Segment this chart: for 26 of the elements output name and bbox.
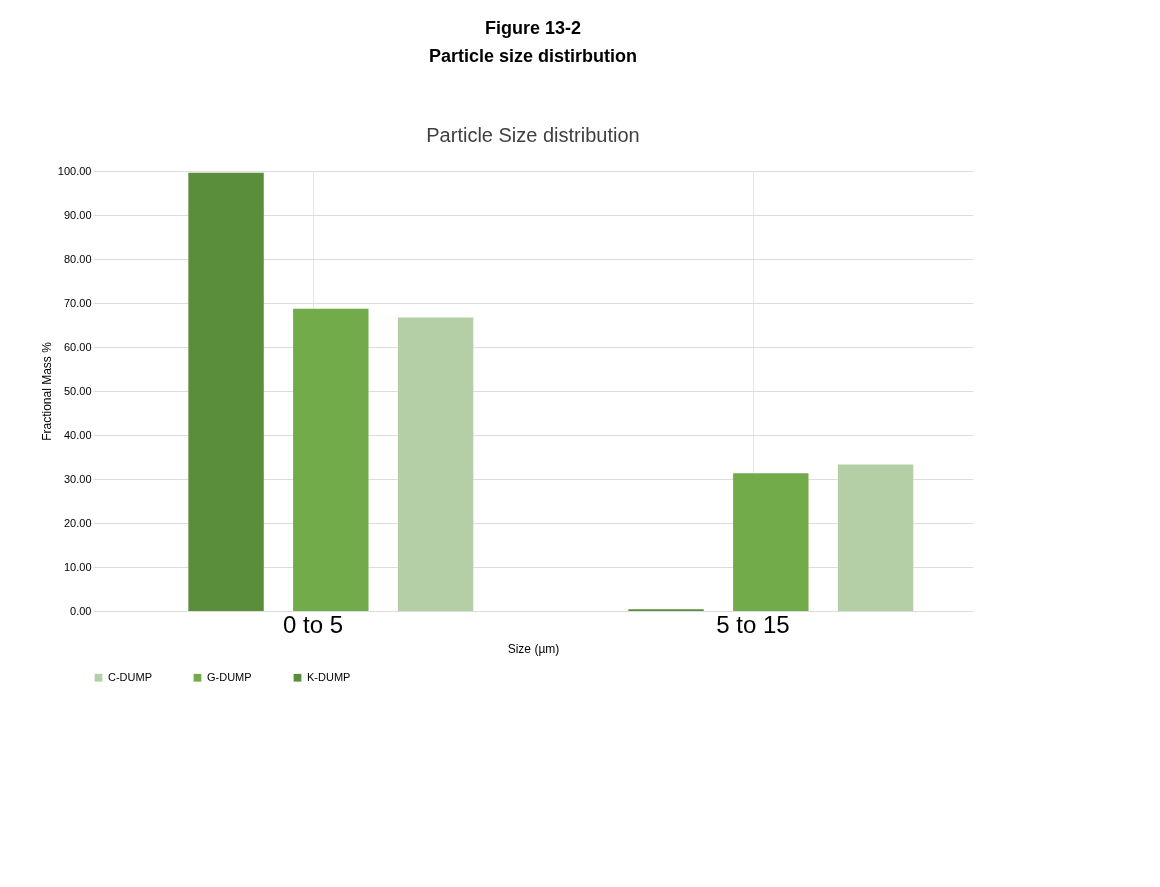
y-tick-label: 90.00 xyxy=(63,208,92,221)
legend-label: C-DUMP xyxy=(108,670,152,683)
y-tick-label: 20.00 xyxy=(63,516,92,529)
legend-label: K-DUMP xyxy=(307,670,351,683)
x-tick-label: 0 to 5 xyxy=(282,610,344,638)
chart-title: Figure 13-2 xyxy=(484,18,582,38)
y-tick-label: 100.00 xyxy=(57,164,92,177)
x-axis-title: Size (µm) xyxy=(507,641,560,656)
bar xyxy=(733,473,809,611)
y-tick-label: 70.00 xyxy=(63,296,92,309)
bar xyxy=(837,464,914,611)
chart-subtitle: Particle size distirbution xyxy=(428,46,638,66)
x-tick-label: 5 to 15 xyxy=(716,610,790,638)
y-tick-label: 50.00 xyxy=(63,384,92,397)
y-tick-label: 40.00 xyxy=(63,428,92,441)
y-tick-label: 0.00 xyxy=(70,604,92,617)
y-axis-title: Fractional Mass % xyxy=(39,341,54,441)
y-tick-label: 30.00 xyxy=(63,472,92,485)
text: Particle Size distribution xyxy=(426,124,640,146)
bar xyxy=(188,172,264,611)
bar xyxy=(397,317,474,611)
y-tick-label: 60.00 xyxy=(63,340,92,353)
y-tick-label: 10.00 xyxy=(63,560,92,573)
bar xyxy=(293,308,369,611)
legend-label: G-DUMP xyxy=(207,670,252,683)
y-tick-label: 80.00 xyxy=(63,252,92,265)
